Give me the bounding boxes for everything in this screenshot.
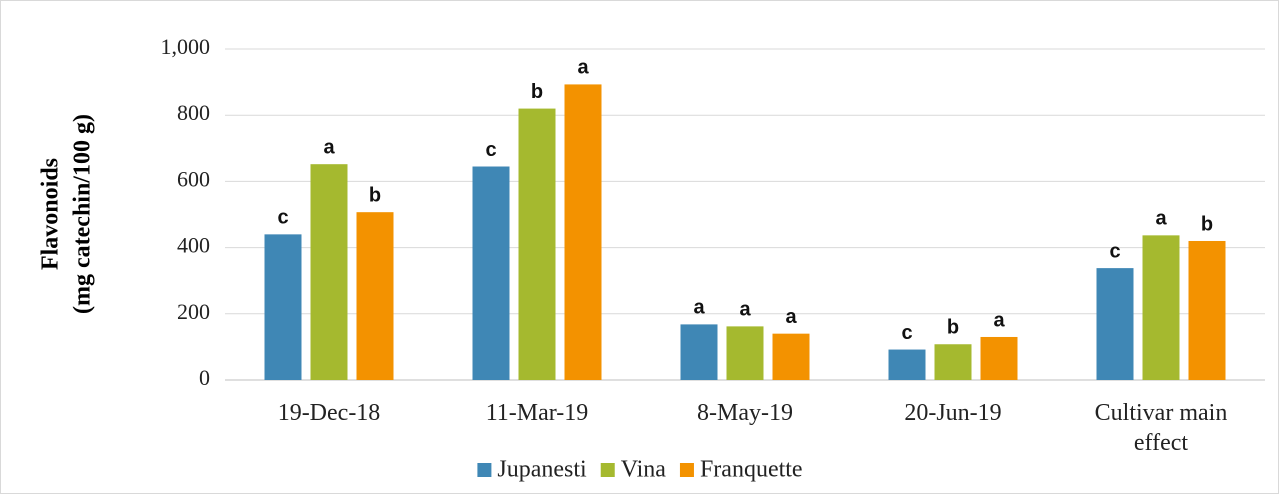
bar-annotation: a bbox=[693, 297, 705, 319]
bar-annotation: c bbox=[901, 322, 912, 344]
bar-annotation: c bbox=[277, 207, 288, 229]
y-tick-label: 1,000 bbox=[161, 34, 211, 59]
legend-label: Jupanesti bbox=[497, 457, 587, 483]
bar bbox=[980, 336, 1018, 380]
bar-annotation: a bbox=[577, 57, 589, 79]
bar-annotation: a bbox=[993, 309, 1005, 331]
bar-annotation: b bbox=[369, 184, 381, 206]
y-tick-label: 0 bbox=[199, 365, 210, 390]
bar-annotation: c bbox=[485, 139, 496, 161]
bar bbox=[1142, 235, 1180, 380]
bar-annotation: c bbox=[1109, 240, 1120, 262]
x-tick-label: Cultivar main effect bbox=[1094, 400, 1228, 456]
bar bbox=[1188, 240, 1226, 380]
y-tick-label: 200 bbox=[177, 299, 210, 324]
bar-annotation: a bbox=[323, 136, 335, 158]
bar-annotation: b bbox=[1201, 213, 1213, 235]
bar bbox=[772, 333, 810, 380]
bar bbox=[472, 166, 510, 380]
y-axis-title: Flavonoids bbox=[38, 158, 64, 270]
legend-swatch bbox=[600, 463, 615, 477]
bar bbox=[680, 324, 718, 380]
x-tick-label: 8-May-19 bbox=[697, 400, 793, 426]
y-tick-label: 400 bbox=[177, 233, 210, 258]
y-axis-title: (mg catechin/100 g) bbox=[70, 114, 96, 314]
legend-swatch bbox=[477, 463, 492, 477]
bar-annotation: a bbox=[1155, 208, 1167, 230]
bar bbox=[518, 108, 556, 380]
legend-label: Franquette bbox=[700, 457, 803, 483]
bar bbox=[356, 212, 394, 380]
y-tick-label: 600 bbox=[177, 166, 210, 191]
bar-annotation: a bbox=[785, 306, 797, 328]
legend-swatch bbox=[679, 463, 694, 477]
bar bbox=[264, 234, 302, 380]
x-tick-label: 19-Dec-18 bbox=[277, 400, 381, 426]
x-tick-label: 11-Mar-19 bbox=[485, 400, 589, 426]
legend-label: Vina bbox=[621, 457, 667, 483]
x-tick-label: 20-Jun-19 bbox=[904, 400, 1002, 426]
bar bbox=[934, 344, 972, 380]
bar bbox=[310, 164, 348, 380]
bar bbox=[564, 84, 602, 381]
bar bbox=[1096, 268, 1134, 380]
y-tick-label: 800 bbox=[177, 100, 210, 125]
bar-annotation: b bbox=[947, 317, 959, 339]
bar-annotation: b bbox=[531, 81, 543, 103]
bar bbox=[726, 326, 764, 380]
bar bbox=[888, 349, 926, 380]
bar-annotation: a bbox=[739, 299, 751, 321]
